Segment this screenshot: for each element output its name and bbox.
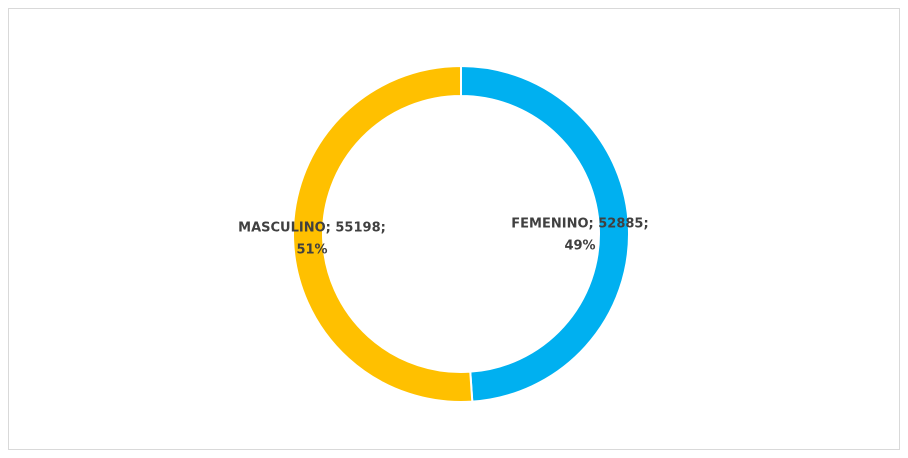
data-label: 51%	[296, 243, 327, 258]
data-label: FEMENINO; 52885;	[511, 217, 648, 232]
data-label: 49%	[564, 239, 595, 254]
data-label: MASCULINO; 55198;	[238, 221, 386, 236]
donut-slice	[292, 64, 474, 403]
